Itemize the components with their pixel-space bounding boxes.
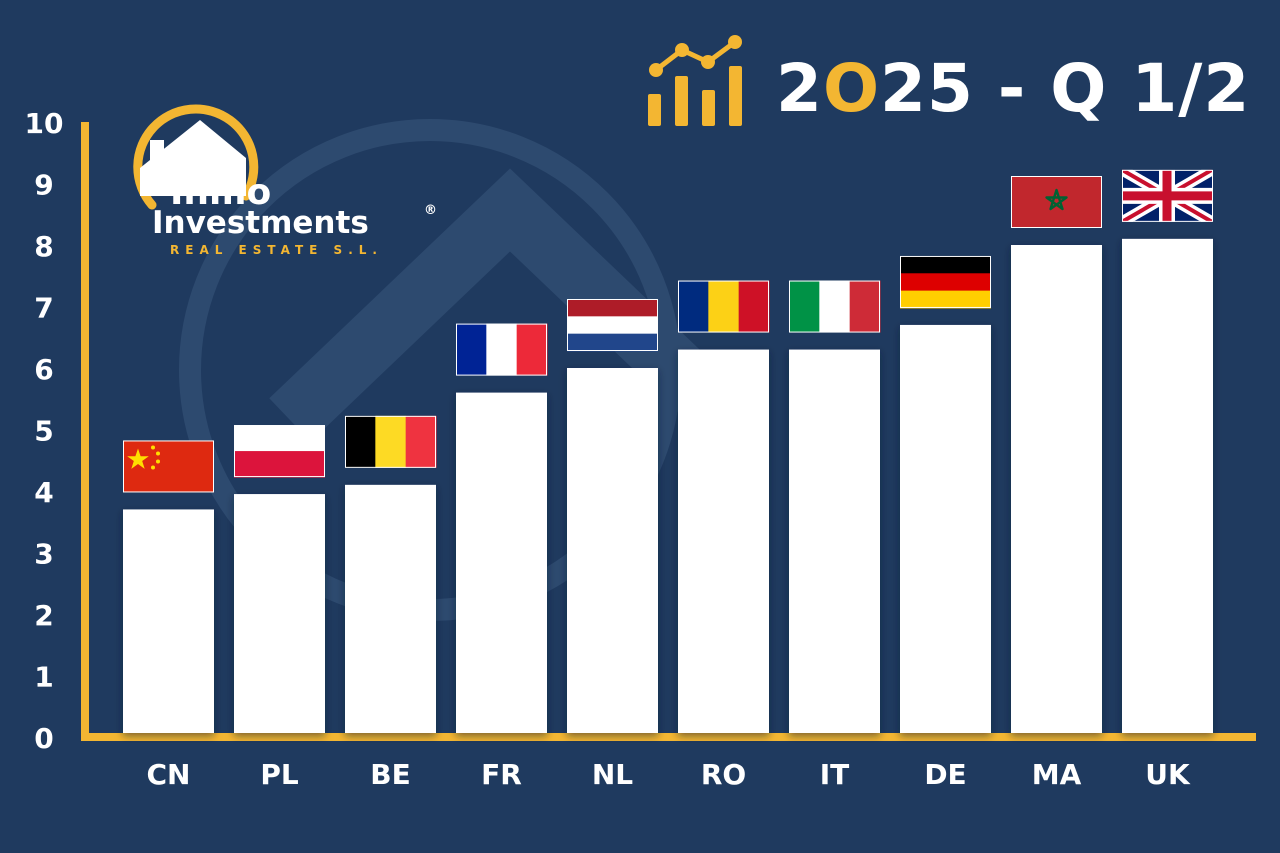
category-label: FR [481, 758, 522, 791]
title-accent: O [822, 50, 881, 127]
y-tick-label: 7 [34, 292, 53, 325]
be-flag [345, 415, 437, 468]
category-label: PL [260, 758, 299, 791]
bar-it [789, 349, 880, 733]
y-tick-label: 4 [34, 476, 53, 509]
y-tick-label: 8 [34, 230, 53, 263]
it-flag [789, 280, 881, 333]
company-logo: Inmo Investments ® REAL ESTATE S.L. [133, 104, 437, 257]
category-label: NL [592, 758, 633, 791]
y-tick-label: 10 [25, 107, 64, 140]
category-label: UK [1145, 758, 1191, 791]
category-label: CN [147, 758, 191, 791]
bar-pl [234, 494, 325, 733]
bar-fr [456, 392, 547, 733]
nl-flag [567, 299, 658, 352]
title-suffix: 25 - Q 1/2 [880, 50, 1251, 127]
category-label: RO [701, 758, 746, 791]
logo-line3: REAL ESTATE S.L. [170, 243, 383, 257]
bar-ro [678, 349, 769, 733]
category-label: BE [370, 758, 410, 791]
cn-flag [123, 440, 214, 493]
logo-house-icon [140, 120, 246, 196]
logo-line1: Inmo [170, 172, 271, 213]
bar-be [345, 484, 436, 733]
bar-cn [123, 509, 214, 733]
uk-flag [1122, 169, 1213, 222]
bar-nl [567, 368, 658, 733]
growth-chart-icon [648, 35, 742, 126]
logo-registered: ® [424, 203, 437, 218]
category-label: DE [924, 758, 966, 791]
fr-flag [456, 323, 548, 376]
chart-title: 2O25 - Q 1/2 [776, 50, 1250, 127]
y-tick-label: 2 [34, 599, 53, 632]
y-tick-label: 3 [34, 538, 53, 571]
ro-flag [678, 280, 770, 333]
ma-flag [1011, 176, 1102, 228]
pl-flag [234, 425, 325, 478]
bar-de [900, 324, 991, 733]
title-prefix: 2 [776, 50, 823, 127]
logo-line2: Investments [152, 205, 369, 241]
logo-ring-icon [133, 104, 259, 210]
y-tick-label: 0 [34, 722, 53, 755]
bar-ma [1011, 245, 1102, 733]
y-tick-label: 1 [34, 661, 53, 694]
bar-uk [1122, 238, 1213, 733]
category-label: IT [820, 758, 850, 791]
y-tick-label: 9 [34, 169, 53, 202]
y-tick-label: 6 [34, 353, 53, 386]
de-flag [900, 255, 991, 309]
y-tick-label: 5 [34, 415, 53, 448]
category-label: MA [1032, 758, 1082, 791]
